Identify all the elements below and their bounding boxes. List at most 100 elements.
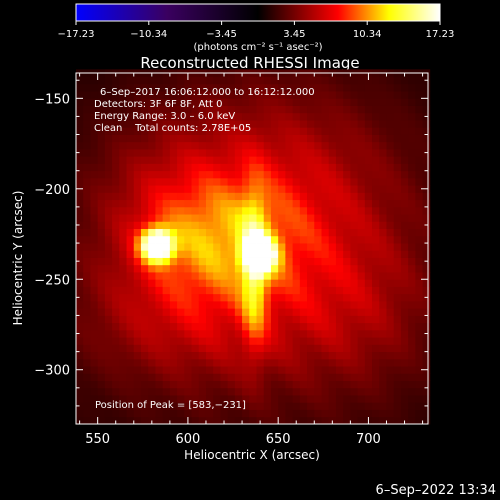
heatmap-cell: [357, 214, 366, 222]
heatmap-cell: [285, 105, 294, 114]
heatmap-cell: [242, 272, 250, 280]
heatmap-cell: [177, 120, 185, 128]
heatmap-cell: [393, 409, 402, 418]
heatmap-cell: [292, 214, 301, 222]
heatmap-cell: [119, 250, 127, 258]
colorbar-tick-label: −10.34: [130, 29, 167, 40]
heatmap-cell: [307, 300, 315, 309]
heatmap-cell: [379, 206, 387, 215]
heatmap-cell: [191, 156, 200, 164]
heatmap-cell: [76, 127, 84, 135]
heatmap-cell: [126, 366, 135, 374]
heatmap-cell: [155, 279, 164, 287]
heatmap-cell: [263, 91, 272, 99]
heatmap-cell: [191, 91, 200, 99]
heatmap-cell: [372, 395, 380, 403]
heatmap-cell: [140, 308, 149, 316]
heatmap-cell: [169, 337, 178, 345]
heatmap-cell: [191, 402, 200, 410]
heatmap-cell: [292, 185, 301, 193]
heatmap-cell: [335, 337, 344, 345]
heatmap-cell: [270, 250, 279, 258]
heatmap-cell: [90, 286, 99, 295]
heatmap-cell: [372, 127, 380, 135]
heatmap-cell: [357, 141, 366, 150]
heatmap-cell: [140, 235, 149, 244]
heatmap-cell: [104, 250, 113, 258]
heatmap-cell: [133, 243, 142, 251]
heatmap-cell: [292, 315, 301, 324]
heatmap-cell: [191, 163, 200, 172]
heatmap-cell: [191, 177, 200, 186]
heatmap-cell: [76, 344, 84, 353]
heatmap-cell: [335, 185, 344, 193]
heatmap-cell: [393, 76, 402, 85]
heatmap-cell: [400, 272, 409, 280]
heatmap-cell: [104, 279, 113, 287]
heatmap-cell: [191, 409, 200, 418]
heatmap-cell: [140, 156, 149, 164]
heatmap-cell: [133, 300, 142, 309]
heatmap-cell: [155, 315, 164, 324]
heatmap-cell: [155, 127, 164, 135]
heatmap-cell: [133, 83, 142, 92]
heatmap-cell: [372, 228, 380, 237]
y-tick-label: −300: [34, 364, 70, 379]
heatmap-cell: [321, 221, 330, 229]
heatmap-cell: [422, 243, 431, 251]
heatmap-cell: [350, 315, 358, 324]
heatmap-cell: [364, 272, 373, 280]
heatmap-cell: [270, 351, 279, 360]
heatmap-cell: [220, 380, 229, 389]
heatmap-cell: [97, 373, 106, 381]
heatmap-cell: [343, 387, 351, 396]
heatmap-cell: [242, 91, 250, 99]
heatmap-cell: [76, 83, 84, 92]
heatmap-cell: [256, 243, 265, 251]
heatmap-cell: [386, 366, 395, 374]
heatmap-cell: [335, 387, 344, 396]
heatmap-cell: [364, 127, 373, 135]
heatmap-cell: [292, 156, 301, 164]
heatmap-cell: [292, 250, 301, 258]
heatmap-cell: [285, 98, 294, 106]
heatmap-cell: [112, 206, 120, 215]
heatmap-cell: [328, 337, 337, 345]
heatmap-cell: [256, 300, 265, 309]
heatmap-cell: [335, 127, 344, 135]
heatmap-cell: [119, 272, 127, 280]
heatmap-cell: [242, 228, 250, 237]
heatmap-cell: [328, 286, 337, 295]
heatmap-cell: [357, 127, 366, 135]
heatmap-cell: [90, 83, 99, 92]
heatmap-cell: [278, 344, 286, 353]
heatmap-cell: [140, 105, 149, 114]
heatmap-cell: [227, 300, 236, 309]
heatmap-cell: [379, 134, 387, 143]
heatmap-cell: [169, 329, 178, 338]
heatmap-cell: [415, 243, 423, 251]
heatmap-cell: [177, 358, 185, 367]
heatmap-cell: [191, 279, 200, 287]
heatmap-cell: [162, 395, 171, 403]
heatmap-cell: [357, 257, 366, 266]
heatmap-cell: [249, 206, 257, 215]
heatmap-cell: [213, 351, 221, 360]
heatmap-cell: [350, 402, 358, 410]
heatmap-cell: [83, 156, 91, 164]
heatmap-cell: [299, 235, 308, 244]
heatmap-cell: [400, 112, 409, 121]
heatmap-cell: [314, 395, 322, 403]
heatmap-cell: [76, 221, 84, 229]
heatmap-cell: [256, 250, 265, 258]
heatmap-cell: [155, 380, 164, 389]
heatmap-cell: [372, 91, 380, 99]
heatmap-cell: [213, 243, 221, 251]
heatmap-cell: [126, 134, 135, 143]
heatmap-cell: [415, 199, 423, 208]
heatmap-cell: [379, 366, 387, 374]
heatmap-cell: [162, 243, 171, 251]
heatmap-cell: [112, 264, 120, 273]
heatmap-cell: [97, 235, 106, 244]
heatmap-cell: [76, 199, 84, 208]
